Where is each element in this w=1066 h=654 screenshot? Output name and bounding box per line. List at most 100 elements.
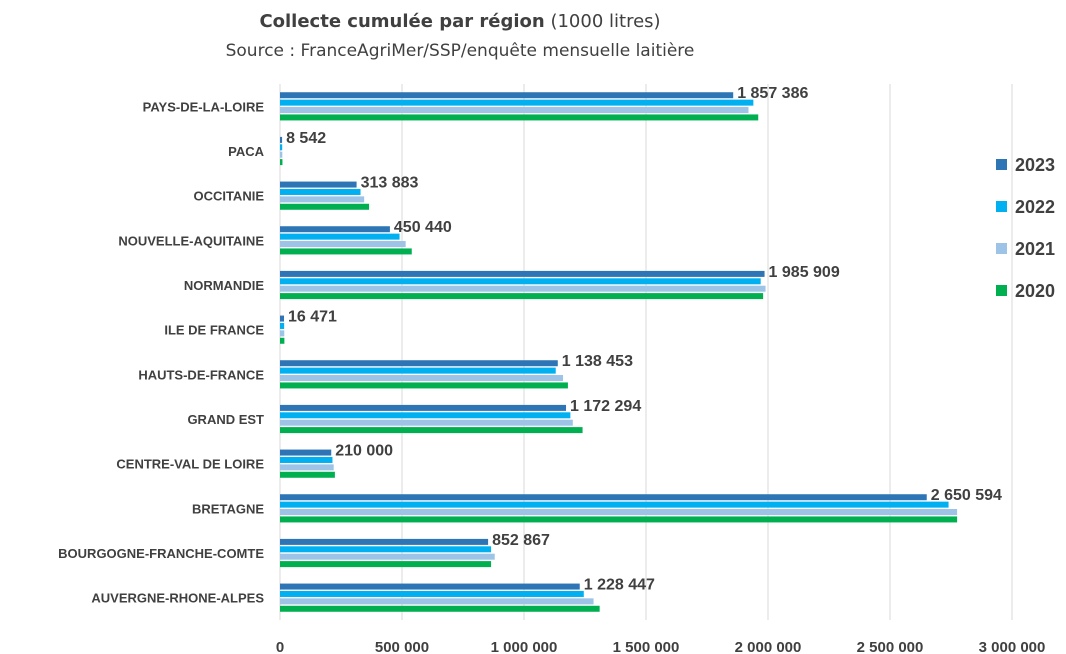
bar: [280, 561, 492, 568]
bar: [280, 501, 949, 508]
category-label: CENTRE-VAL DE LOIRE: [116, 457, 264, 472]
data-label: 1 857 386: [737, 85, 808, 102]
x-tick-label: 1 000 000: [491, 639, 558, 654]
legend-swatch: [996, 159, 1007, 170]
x-axis-ticks: 0 500 000 1 000 000 1 500 000 2 000 000 2 500…: [276, 639, 1046, 654]
data-label: 210 000: [335, 443, 393, 460]
data-label: 852 867: [492, 532, 550, 549]
bar: [280, 583, 580, 590]
bar: [280, 419, 573, 426]
x-tick-label: 2 000 000: [735, 639, 802, 654]
bar: [280, 404, 567, 411]
data-label: 1 228 447: [584, 577, 655, 594]
legend-swatch: [996, 285, 1007, 296]
bar: [280, 367, 556, 374]
category-label: BOURGOGNE-FRANCHE-COMTE: [58, 546, 264, 561]
category-labels: PAYS-DE-LA-LOIRE PACA OCCITANIE NOUVELLE-AQ…: [58, 99, 264, 605]
category-label: PAYS-DE-LA-LOIRE: [143, 99, 265, 114]
bar: [280, 464, 334, 471]
x-tick-label: 1 500 000: [613, 639, 680, 654]
gridlines: [279, 84, 1013, 620]
bar: [280, 99, 754, 106]
bar: [280, 181, 357, 188]
bar: [280, 509, 958, 516]
bars: [280, 92, 958, 612]
data-label: 450 440: [394, 219, 452, 236]
bar: [280, 151, 283, 158]
data-label: 8 542: [286, 130, 326, 147]
category-label: BRETAGNE: [192, 501, 264, 516]
data-label: 1 985 909: [769, 264, 840, 281]
bar: [280, 456, 333, 463]
data-label: 1 138 453: [562, 353, 633, 370]
category-label: PACA: [228, 144, 264, 159]
bar: [280, 233, 400, 240]
legend-label: 2022: [1015, 197, 1055, 217]
bar: [280, 337, 285, 344]
bar: [280, 159, 283, 166]
bar: [280, 494, 927, 501]
bar: [280, 92, 734, 99]
bar: [280, 144, 283, 151]
bar: [280, 203, 370, 210]
chart-subtitle: Source : FranceAgriMer/SSP/enquête mensu…: [225, 41, 695, 61]
bar: [280, 226, 390, 233]
bar: [280, 538, 489, 545]
bar: [280, 605, 600, 612]
bar: [280, 248, 412, 255]
x-tick-label: 0: [276, 639, 284, 654]
bar: [280, 107, 749, 114]
legend-swatch: [996, 201, 1007, 212]
bar: [280, 471, 335, 478]
legend-label: 2023: [1015, 155, 1055, 175]
category-label: NOUVELLE-AQUITAINE: [118, 233, 264, 248]
chart-title: Collecte cumulée par région (1000 litres…: [0, 10, 920, 34]
bar: [280, 375, 564, 382]
bar: [280, 241, 406, 248]
bar: [280, 114, 759, 121]
x-tick-label: 2 500 000: [857, 639, 924, 654]
chart-title-unit: (1000 litres): [550, 11, 661, 32]
legend: 2023 2022 2021 2020: [996, 155, 1055, 301]
category-label: HAUTS-DE-FRANCE: [138, 367, 264, 382]
bar: [280, 516, 958, 523]
x-tick-label: 500 000: [375, 639, 429, 654]
bar: [280, 330, 285, 337]
chart-title-bold: Collecte cumulée par région: [259, 11, 545, 32]
bar: [280, 360, 558, 367]
data-label: 16 471: [288, 309, 337, 326]
bar: [280, 188, 361, 195]
bar: [280, 382, 568, 389]
bar: [280, 322, 285, 329]
bar: [280, 427, 583, 434]
data-labels: 1 857 386 8 542 313 883 450 440 1 985 909 16 …: [286, 85, 1002, 593]
data-label: 313 883: [361, 175, 419, 192]
legend-label: 2020: [1015, 281, 1055, 301]
bar: [280, 196, 365, 203]
data-label: 1 172 294: [570, 398, 641, 415]
legend-label: 2021: [1015, 239, 1055, 259]
x-tick-label: 3 000 000: [979, 639, 1046, 654]
bar: [280, 293, 764, 300]
bar: [280, 412, 571, 419]
bar: [280, 546, 492, 553]
bar: [280, 136, 283, 143]
category-label: OCCITANIE: [193, 189, 264, 204]
bar: [280, 598, 594, 605]
bar: [280, 315, 285, 322]
bar: [280, 285, 766, 292]
bar: [280, 449, 332, 456]
chart-header: Collecte cumulée par région (1000 litres…: [0, 10, 920, 64]
bar: [280, 278, 761, 285]
bar: [280, 553, 495, 560]
category-label: NORMANDIE: [184, 278, 264, 293]
category-label: ILE DE FRANCE: [164, 323, 264, 338]
category-label: GRAND EST: [187, 412, 264, 427]
bar: [280, 270, 765, 277]
bar: [280, 590, 584, 597]
data-label: 2 650 594: [931, 487, 1002, 504]
category-label: AUVERGNE-RHONE-ALPES: [91, 591, 264, 606]
legend-swatch: [996, 243, 1007, 254]
